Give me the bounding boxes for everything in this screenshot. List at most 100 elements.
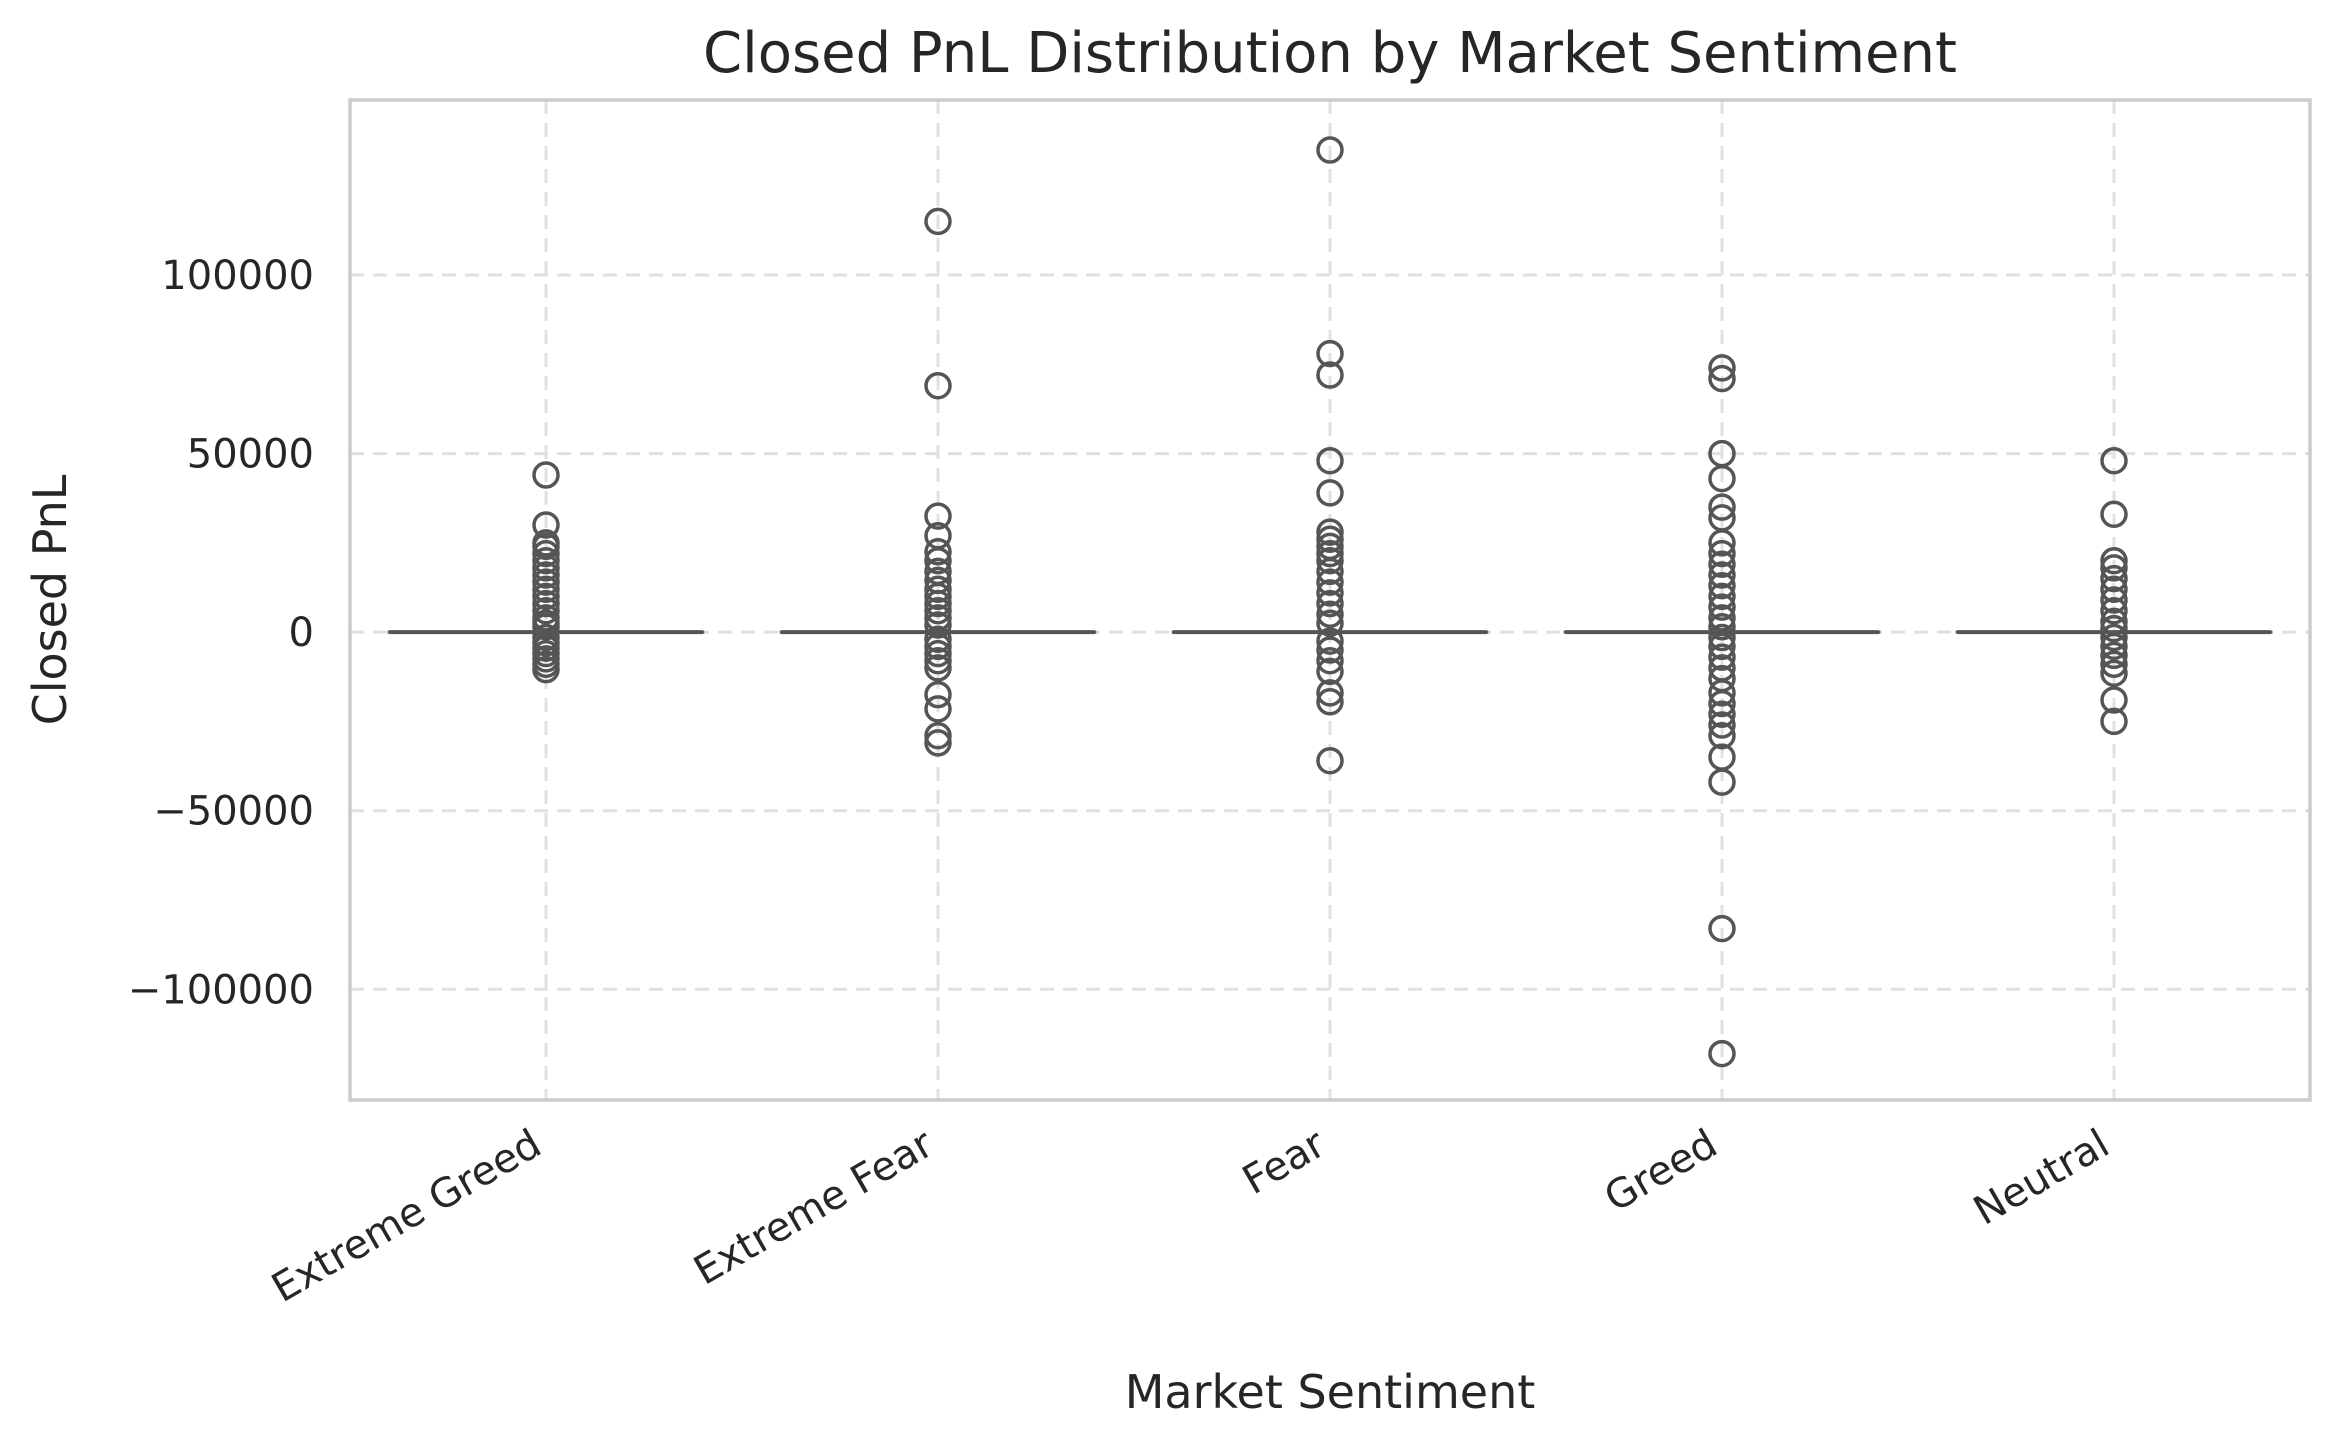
outlier-point <box>924 729 952 757</box>
outlier-point <box>1708 593 1736 621</box>
plot-area-frame <box>348 98 2312 1102</box>
x-tick-label: Neutral <box>1966 1121 2117 1235</box>
grid-lines <box>350 100 2310 1100</box>
y-tick-label: −100000 <box>128 967 314 1013</box>
x-tick-label: Greed <box>1597 1121 1725 1221</box>
outlier-point <box>2100 614 2128 643</box>
outlier-point <box>1708 539 1736 568</box>
outlier-point <box>924 632 952 661</box>
box-group <box>387 461 705 684</box>
outlier-point <box>924 639 952 668</box>
outlier-point <box>1708 721 1736 750</box>
outlier-point <box>924 604 952 632</box>
box-series <box>387 136 2273 1068</box>
outlier-point <box>2100 686 2128 714</box>
outlier-point <box>1708 768 1736 796</box>
outlier-point <box>1316 479 1344 507</box>
outlier-point <box>924 371 952 400</box>
outlier-point <box>2100 546 2128 575</box>
outlier-point <box>1316 361 1344 389</box>
outlier-point <box>532 511 560 539</box>
outlier-point <box>2100 650 2128 679</box>
outlier-point <box>1316 746 1344 775</box>
outlier-point <box>924 575 952 604</box>
outlier-point <box>924 680 952 709</box>
y-axis-label: Closed PnL <box>23 474 77 725</box>
x-tick-label: Fear <box>1235 1121 1333 1204</box>
x-tick-label: Extreme Greed <box>264 1121 549 1312</box>
outlier-point <box>924 721 952 750</box>
y-tick-label: 100000 <box>161 253 314 299</box>
outlier-point <box>1708 914 1736 943</box>
outlier-point <box>1316 546 1344 575</box>
outlier-point <box>532 568 560 596</box>
outlier-point <box>1708 643 1736 671</box>
outlier-point <box>1708 711 1736 739</box>
outlier-point <box>532 561 560 589</box>
outlier-point <box>1708 571 1736 600</box>
x-axis-label: Market Sentiment <box>1125 1365 1536 1419</box>
outlier-point <box>1708 700 1736 729</box>
outlier-point <box>2100 623 2128 652</box>
outlier-point <box>924 611 952 639</box>
outlier-point <box>532 532 560 561</box>
outlier-point <box>2100 659 2128 687</box>
outlier-point <box>1708 464 1736 493</box>
outlier-point <box>1708 582 1736 611</box>
outlier-point <box>924 646 952 675</box>
outlier-point <box>1316 136 1344 164</box>
outlier-point <box>1316 339 1344 368</box>
box-group <box>1563 354 1881 1068</box>
outlier-point <box>532 546 560 575</box>
outlier-point <box>1708 604 1736 632</box>
outlier-point <box>2100 575 2128 604</box>
outlier-point <box>1316 518 1344 546</box>
outlier-point <box>924 625 952 654</box>
outlier-point <box>1316 557 1344 586</box>
outlier-point <box>2100 564 2128 593</box>
outlier-point <box>1316 446 1344 475</box>
y-tick-label: −50000 <box>153 789 314 835</box>
outlier-point <box>924 654 952 682</box>
outlier-point <box>532 613 560 641</box>
outlier-point <box>1708 613 1736 641</box>
outlier-point <box>1316 679 1344 707</box>
box-group <box>1171 136 1489 775</box>
outlier-point <box>1316 579 1344 607</box>
outlier-point <box>1708 493 1736 521</box>
y-tick-label: 0 <box>289 610 314 656</box>
outlier-point <box>2100 596 2128 625</box>
outlier-point <box>1316 539 1344 568</box>
x-axis-ticks: Extreme Greed Extreme Fear Fear Greed Neutra… <box>264 1121 2117 1312</box>
outlier-point <box>924 695 952 723</box>
outlier-point <box>532 582 560 611</box>
y-tick-label: 50000 <box>187 432 314 478</box>
outlier-point <box>1708 529 1736 557</box>
outlier-point <box>1316 646 1344 675</box>
outlier-point <box>1708 632 1736 661</box>
outlier-point <box>1316 525 1344 554</box>
outlier-point <box>532 461 560 489</box>
outlier-point <box>1708 623 1736 652</box>
outlier-point <box>1316 657 1344 686</box>
outlier-point <box>1708 679 1736 707</box>
outlier-point <box>1316 600 1344 629</box>
outlier-point <box>924 546 952 575</box>
outlier-point <box>532 575 560 604</box>
box-group <box>779 207 1097 757</box>
outlier-point <box>2100 632 2128 661</box>
y-axis-ticks: −100000 −50000 0 50000 100000 <box>128 253 314 1013</box>
outlier-point <box>1708 561 1736 589</box>
outlier-point <box>1708 550 1736 579</box>
outlier-point <box>1708 689 1736 718</box>
outlier-point <box>2100 446 2128 475</box>
outlier-point <box>2100 707 2128 736</box>
outlier-point <box>2100 586 2128 614</box>
outlier-point <box>2100 641 2128 670</box>
outlier-point <box>924 538 952 566</box>
outlier-point <box>924 582 952 611</box>
x-tick-label: Extreme Fear <box>686 1121 941 1295</box>
outlier-point <box>2100 554 2128 582</box>
outlier-point <box>924 589 952 618</box>
outlier-point <box>1316 568 1344 596</box>
